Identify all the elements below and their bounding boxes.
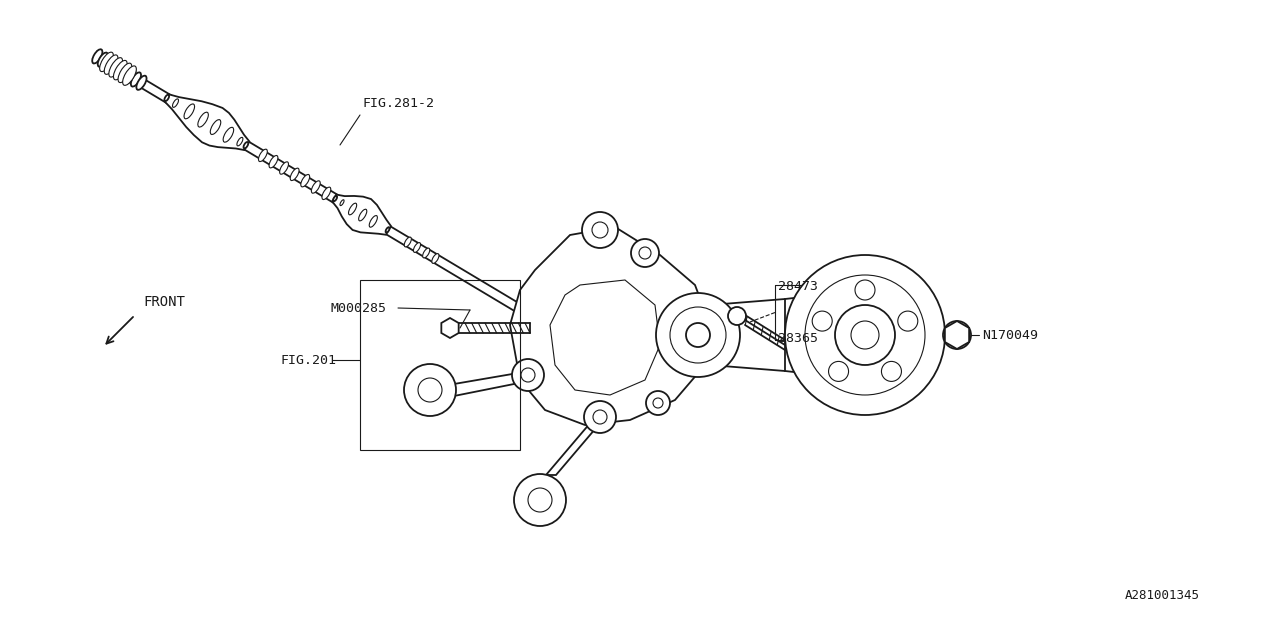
- Circle shape: [639, 247, 652, 259]
- Circle shape: [657, 293, 740, 377]
- Circle shape: [851, 321, 879, 349]
- Ellipse shape: [259, 149, 268, 161]
- Circle shape: [813, 311, 832, 331]
- Polygon shape: [785, 290, 865, 380]
- Ellipse shape: [109, 58, 123, 77]
- Polygon shape: [454, 372, 524, 396]
- Circle shape: [805, 275, 925, 395]
- Text: FIG.201: FIG.201: [280, 353, 337, 367]
- Circle shape: [512, 359, 544, 391]
- Circle shape: [515, 474, 566, 526]
- Ellipse shape: [164, 95, 169, 101]
- Ellipse shape: [131, 72, 141, 86]
- Text: 28365: 28365: [778, 332, 818, 345]
- Ellipse shape: [109, 59, 119, 74]
- Ellipse shape: [243, 142, 248, 148]
- Circle shape: [785, 255, 945, 415]
- Bar: [360, 280, 520, 450]
- Circle shape: [653, 398, 663, 408]
- Ellipse shape: [137, 76, 146, 90]
- Ellipse shape: [301, 175, 310, 187]
- Ellipse shape: [422, 248, 430, 258]
- Ellipse shape: [123, 66, 137, 85]
- Ellipse shape: [104, 55, 118, 74]
- Text: N170049: N170049: [982, 328, 1038, 342]
- Ellipse shape: [97, 52, 108, 67]
- Polygon shape: [442, 318, 458, 338]
- Ellipse shape: [104, 56, 114, 70]
- Ellipse shape: [431, 253, 439, 264]
- Circle shape: [669, 307, 726, 363]
- Polygon shape: [945, 321, 969, 349]
- Circle shape: [404, 364, 456, 416]
- Ellipse shape: [385, 227, 389, 232]
- Ellipse shape: [279, 162, 288, 174]
- Polygon shape: [550, 280, 660, 395]
- Ellipse shape: [311, 180, 320, 193]
- Text: M000285: M000285: [330, 301, 387, 314]
- Circle shape: [686, 323, 710, 347]
- Circle shape: [529, 488, 552, 512]
- Ellipse shape: [120, 66, 131, 80]
- Circle shape: [521, 368, 535, 382]
- Circle shape: [882, 362, 901, 381]
- Circle shape: [828, 362, 849, 381]
- Ellipse shape: [269, 156, 278, 168]
- Circle shape: [855, 280, 876, 300]
- Circle shape: [646, 391, 669, 415]
- Ellipse shape: [404, 237, 411, 247]
- Ellipse shape: [100, 52, 114, 72]
- Circle shape: [631, 239, 659, 267]
- Circle shape: [897, 311, 918, 331]
- Polygon shape: [547, 415, 607, 475]
- Ellipse shape: [323, 187, 330, 200]
- Ellipse shape: [92, 49, 102, 63]
- Ellipse shape: [114, 60, 127, 80]
- Circle shape: [593, 222, 608, 238]
- Circle shape: [950, 328, 964, 342]
- Ellipse shape: [291, 168, 300, 180]
- Ellipse shape: [125, 69, 136, 83]
- Circle shape: [835, 305, 895, 365]
- Text: 28473: 28473: [778, 280, 818, 293]
- Ellipse shape: [333, 196, 337, 201]
- Polygon shape: [164, 94, 250, 150]
- Circle shape: [593, 410, 607, 424]
- Circle shape: [943, 321, 972, 349]
- Circle shape: [582, 212, 618, 248]
- Polygon shape: [332, 195, 392, 235]
- Circle shape: [584, 401, 616, 433]
- Circle shape: [728, 307, 746, 325]
- Ellipse shape: [413, 243, 421, 252]
- Text: FIG.281-2: FIG.281-2: [362, 97, 434, 110]
- Circle shape: [419, 378, 442, 402]
- Ellipse shape: [118, 63, 132, 83]
- Text: A281001345: A281001345: [1125, 589, 1201, 602]
- Text: FRONT: FRONT: [143, 295, 184, 309]
- Polygon shape: [509, 227, 710, 425]
- Ellipse shape: [114, 63, 124, 77]
